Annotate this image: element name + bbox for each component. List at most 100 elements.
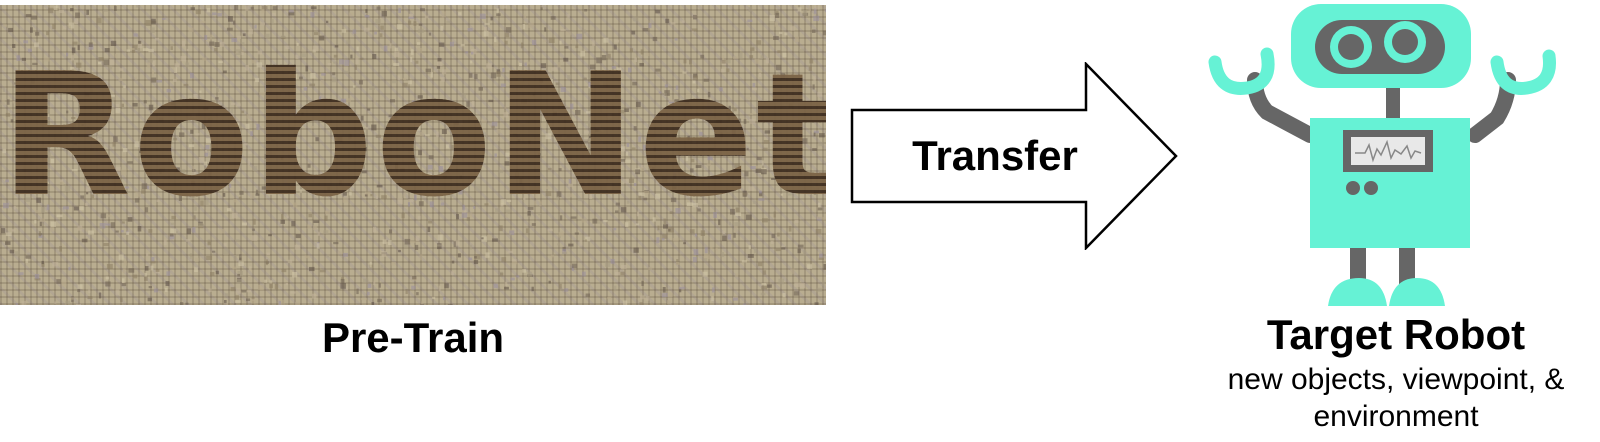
mosaic-tile [362,278,369,284]
mosaic-tile [511,261,518,265]
mosaic-tile [287,259,293,264]
mosaic-tile [268,234,272,237]
mosaic-tile [562,251,568,255]
mosaic-tile [747,254,754,258]
mosaic-tile [412,276,417,280]
mosaic-tile [352,29,357,34]
mosaic-tile [586,282,591,286]
mosaic-tile [194,267,198,272]
mosaic-tile [571,265,574,271]
mosaic-tile [481,236,488,242]
mosaic-tile [312,45,319,51]
mosaic-tile [444,283,449,289]
mosaic-tile [493,42,499,47]
mosaic-tile [636,277,642,281]
mosaic-tile [614,39,620,43]
mosaic-tile [71,297,74,300]
mosaic-tile [343,252,348,257]
mosaic-tile [550,254,555,258]
mosaic-tile [718,219,721,226]
mosaic-tile [192,227,196,233]
mosaic-tile [281,268,287,273]
mosaic-tile [360,297,367,301]
mosaic-tile [516,275,520,278]
mosaic-tile [398,249,401,253]
mosaic-tile [233,254,237,261]
mosaic-tile [523,14,526,20]
mosaic-tile [819,253,823,259]
mosaic-tile [88,230,94,235]
mosaic-tile [479,13,486,20]
mosaic-tile [501,257,507,262]
mosaic-tile [310,12,315,18]
mosaic-tile [126,49,130,52]
mosaic-tile [223,248,229,255]
mosaic-tile [512,259,517,262]
mosaic-tile [318,40,322,44]
mosaic-tile [206,7,211,13]
mosaic-tile [77,45,80,51]
mosaic-tile [333,242,339,245]
mosaic-tile [120,230,124,233]
mosaic-tile [35,31,40,36]
mosaic-tile [695,233,698,237]
mosaic-tile [251,297,255,300]
mosaic-tile [510,277,515,281]
mosaic-tile [185,302,189,305]
mosaic-tile [710,247,713,250]
mosaic-tile [484,22,490,26]
mosaic-tile [657,225,660,231]
mosaic-tile [219,228,226,234]
mosaic-tile [250,6,254,10]
robonet-mosaic-image: RoboNet [0,5,826,305]
mosaic-tile [373,281,376,285]
mosaic-tile [592,218,598,224]
mosaic-tile [703,258,708,261]
mosaic-tile [794,282,801,287]
mosaic-tile [391,262,396,266]
mosaic-tile [642,28,649,32]
mosaic-tile [584,9,588,12]
mosaic-tile [613,227,617,231]
mosaic-tile [375,19,381,25]
target-robot-title: Target Robot [1266,311,1526,358]
mosaic-tile [9,249,15,254]
mosaic-tile [103,243,109,247]
mosaic-tile [285,283,288,286]
mosaic-tile [337,251,343,255]
mosaic-tile [210,272,215,276]
mosaic-tile [34,42,39,48]
mosaic-tile [447,304,453,305]
mosaic-tile [771,233,776,239]
mosaic-tile [641,280,644,286]
mosaic-tile [667,300,672,305]
mosaic-tile [175,231,178,234]
mosaic-tile [77,284,83,289]
mosaic-tile [38,231,42,237]
mosaic-tile [453,241,456,248]
mosaic-tile [251,299,256,304]
mosaic-tile [63,25,67,29]
mosaic-tile [490,16,493,21]
mosaic-tile [732,297,739,301]
mosaic-tile [585,293,590,297]
mosaic-tile [146,253,149,257]
mosaic-tile [34,277,41,281]
mosaic-tile [114,5,117,11]
mosaic-tile [126,231,130,235]
mosaic-tile [290,291,296,294]
mosaic-tile [122,278,125,284]
mosaic-tile [794,219,799,223]
mosaic-tile [822,30,826,36]
mosaic-tile [389,43,392,49]
mosaic-tile [26,248,29,253]
mosaic-tile [319,35,325,41]
mosaic-tile [266,252,270,256]
mosaic-tile [34,273,40,279]
mosaic-tile [150,265,154,271]
mosaic-tile [815,228,822,234]
mosaic-tile [420,304,424,305]
mosaic-tile [661,237,665,241]
mosaic-tile [411,285,416,290]
mosaic-tile [722,230,726,234]
